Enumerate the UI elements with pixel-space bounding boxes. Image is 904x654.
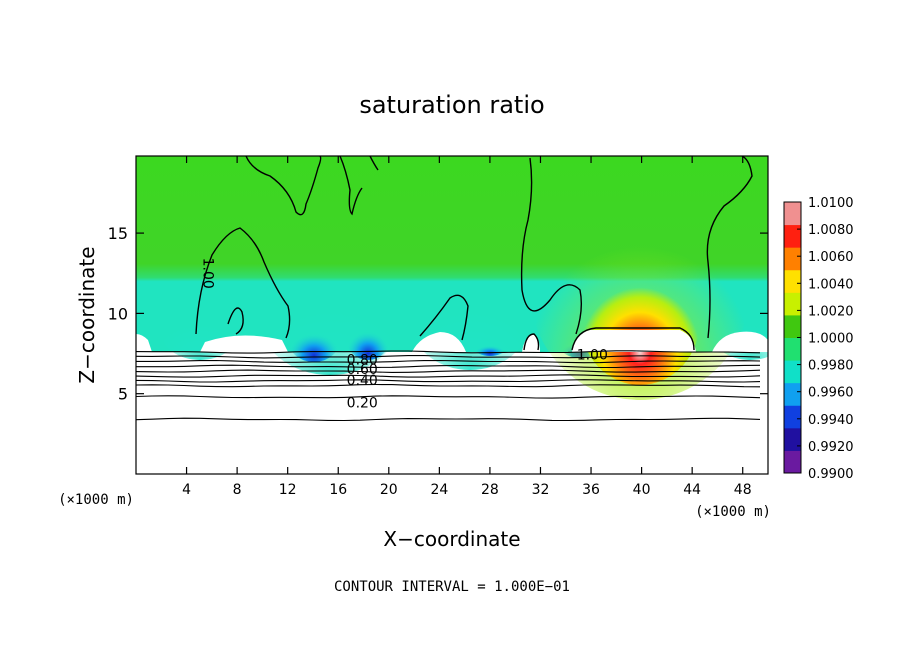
colorbar-label-7: 0.9960: [808, 386, 854, 401]
warm-plume: [580, 255, 700, 385]
colorbar-label-2: 1.0060: [808, 250, 854, 265]
colorbar-label-3: 1.0040: [808, 277, 854, 292]
x-axis-label: X−coordinate: [383, 527, 520, 551]
contour-label-4: 1.00: [199, 258, 215, 289]
stable-contour-0: [136, 417, 761, 422]
stable-contour-5: [136, 369, 761, 373]
contour-1-00-cap-36: [571, 327, 695, 351]
stable-layer-contours: [136, 350, 761, 422]
plot-area: 0.20 0.400.600.80 1.00 1.00: [136, 156, 768, 474]
x-tick-label-3: 16: [329, 482, 347, 498]
white-pocket-5: [712, 331, 768, 352]
white-pocket-3: [522, 334, 540, 352]
stable-contour-1: [136, 395, 761, 399]
x-axis-ticks: 4 8 12 16 20 24 28 32 36 40 44 48: [182, 156, 752, 498]
chart-title: saturation ratio: [359, 91, 544, 119]
plot-frame: [135, 155, 769, 475]
contour-label-1: 0.40: [347, 373, 378, 389]
contour-label-3: 0.80: [347, 352, 378, 368]
contour-labels: 0.20 0.400.600.80 1.00 1.00: [199, 258, 608, 412]
white-pocket-4: [572, 330, 696, 352]
colorbar-label-9: 0.9920: [808, 440, 854, 455]
plume-cyan-2: [410, 270, 530, 370]
colorbar-swatch-8: [784, 269, 801, 293]
y-scale-note: (×1000 m): [58, 492, 134, 508]
y-tick-label-1: 10: [108, 304, 128, 323]
contour-1-00-left-small: [227, 307, 244, 335]
y-tick-label-2: 15: [108, 224, 128, 243]
colorbar: 1.0100 1.0080 1.0060 1.0040 1.0020 1.0000 0.99…: [783, 196, 854, 482]
contour-1-00-blob-30: [523, 333, 540, 351]
colorbar-swatch-1: [784, 427, 801, 451]
contour-1-00-top-wisp-1: [245, 156, 322, 216]
contour-1-00-left-lobe: [195, 227, 291, 339]
stable-contour-2: [136, 383, 761, 388]
colorbar-swatch-4: [784, 360, 801, 384]
contour-label-2: 0.60: [347, 362, 378, 378]
white-pocket-6: [136, 334, 152, 352]
x-tick-label-2: 12: [279, 482, 297, 498]
x-tick-label-0: 4: [182, 482, 191, 498]
stable-contour-3: [136, 379, 761, 383]
stable-contour-7: [136, 359, 761, 364]
stable-contour-4: [136, 374, 761, 378]
x-tick-label-11: 48: [734, 482, 752, 498]
contour-1-00-top-wisp-2: [339, 156, 363, 216]
stable-contour-6: [136, 364, 761, 369]
contour-1-00-right-plume-b: [520, 157, 583, 335]
blue-spot-1: [288, 318, 340, 362]
colorbar-swatch-11: [784, 202, 801, 226]
x-tick-label-4: 20: [380, 482, 398, 498]
x-scale-note: (×1000 m): [695, 504, 771, 520]
colorbar-label-0: 1.0100: [808, 196, 854, 211]
stable-contour-9: [136, 350, 761, 354]
contour-1-00-mid-plume: [419, 294, 469, 341]
colorbar-swatch-9: [784, 247, 801, 271]
stable-contour-8: [136, 355, 761, 359]
colorbar-label-5: 1.0000: [808, 332, 854, 347]
contour-1-00-top-wisp-3: [369, 156, 379, 171]
colorbar-label-8: 0.9940: [808, 413, 854, 428]
x-tick-label-8: 36: [582, 482, 600, 498]
y-axis-label: Z−coordinate: [75, 246, 99, 383]
colorbar-swatch-3: [784, 382, 801, 406]
colorbar-swatch-2: [784, 405, 801, 429]
contour-label-5: 1.00: [577, 348, 608, 364]
colorbar-swatch-7: [784, 292, 801, 316]
x-tick-label-5: 24: [430, 482, 448, 498]
colorbar-label-10: 0.9900: [808, 467, 854, 482]
x-tick-label-9: 40: [633, 482, 651, 498]
x-tick-label-10: 44: [683, 482, 701, 498]
contour-1-00-right-plume: [706, 156, 753, 339]
white-pocket-2: [412, 332, 466, 352]
colorbar-swatch-10: [784, 224, 801, 248]
colorbar-swatch-5: [784, 337, 801, 361]
blue-spot-4: [474, 340, 506, 356]
colorbar-label-4: 1.0020: [808, 304, 854, 319]
x-tick-label-7: 32: [532, 482, 550, 498]
blue-spot-2: [346, 316, 390, 360]
white-pocket-1: [200, 335, 288, 352]
colorbar-swatch-0: [784, 450, 801, 474]
contour-label-0: 0.20: [347, 396, 378, 412]
y-axis-ticks: 5 10 15: [108, 224, 768, 404]
colorbar-swatch-6: [784, 314, 801, 338]
x-tick-label-6: 28: [481, 482, 499, 498]
colorbar-label-1: 1.0080: [808, 223, 854, 238]
y-tick-label-0: 5: [118, 385, 128, 404]
contour-interval-note: CONTOUR INTERVAL = 1.000E−01: [334, 579, 570, 595]
colorbar-label-6: 0.9980: [808, 359, 854, 374]
x-tick-label-1: 8: [233, 482, 242, 498]
saturation-contours: [195, 156, 753, 351]
